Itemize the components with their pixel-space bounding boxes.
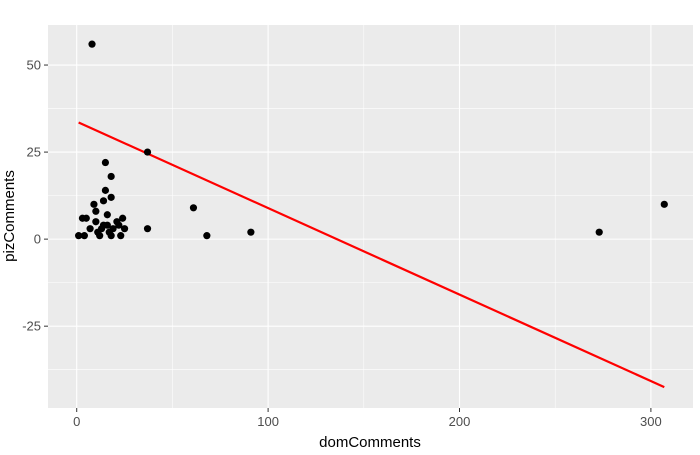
data-point xyxy=(109,225,117,233)
regression-line xyxy=(78,121,665,389)
data-point xyxy=(660,200,668,208)
data-point xyxy=(101,158,110,167)
x-tick-label: 0 xyxy=(73,414,80,429)
data-point xyxy=(120,225,129,233)
y-axis-title: pizComments xyxy=(1,170,18,262)
data-point xyxy=(103,211,111,219)
y-tick-label: 25 xyxy=(27,145,41,160)
data-point xyxy=(86,225,94,233)
data-point xyxy=(143,225,152,233)
data-point xyxy=(92,218,100,226)
x-tick-label: 100 xyxy=(257,414,279,429)
data-point xyxy=(247,228,255,236)
data-point xyxy=(203,232,211,240)
data-point xyxy=(75,232,83,240)
data-point xyxy=(143,148,152,156)
data-points xyxy=(75,40,668,240)
grid-lines xyxy=(48,25,693,408)
axis-ticks: 0 100 200 300 -25 0 25 50 xyxy=(22,58,662,429)
data-point xyxy=(117,232,125,240)
fit-line-layer xyxy=(78,121,665,389)
data-point xyxy=(101,186,110,194)
plot-panel xyxy=(48,25,693,408)
y-tick-label: -25 xyxy=(22,319,41,334)
data-point xyxy=(107,172,115,181)
data-point xyxy=(88,40,96,48)
y-tick-label: 0 xyxy=(34,232,41,247)
data-point xyxy=(115,221,123,229)
x-tick-label: 200 xyxy=(449,414,471,429)
data-point xyxy=(82,214,90,222)
data-point xyxy=(96,232,104,240)
data-point xyxy=(119,214,127,222)
data-point xyxy=(92,207,100,215)
data-point xyxy=(80,232,88,240)
data-point xyxy=(90,200,98,208)
data-point xyxy=(595,228,603,236)
x-axis-title: domComments xyxy=(319,434,421,450)
data-point xyxy=(107,232,115,240)
data-point xyxy=(99,221,108,229)
data-point xyxy=(99,197,108,205)
data-point xyxy=(107,193,115,201)
y-tick-label: 50 xyxy=(27,58,41,73)
data-point xyxy=(189,204,198,212)
x-tick-label: 300 xyxy=(640,414,662,429)
